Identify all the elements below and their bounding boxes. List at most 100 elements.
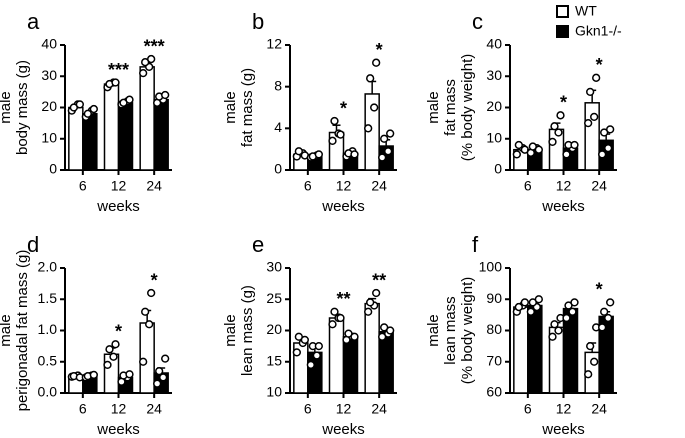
x-axis-label: weeks [541, 421, 585, 438]
x-axis-label: weeks [321, 198, 365, 215]
x-tick-label: 12 [556, 178, 572, 194]
x-tick-label: 24 [146, 401, 162, 417]
data-point [125, 370, 134, 379]
x-tick-label: 12 [336, 178, 352, 194]
data-point [548, 137, 557, 147]
data-point [526, 307, 535, 316]
x-axis-label: weeks [541, 198, 585, 215]
data-point [512, 150, 521, 159]
significance-mark: * [151, 270, 158, 290]
data-point [300, 335, 309, 345]
significance-mark: * [376, 40, 383, 60]
y-tick-label: 100 [479, 259, 503, 275]
y-axis-label: lean mass [442, 296, 459, 364]
x-tick-label: 6 [79, 178, 87, 194]
data-point [147, 54, 156, 64]
data-point [514, 302, 523, 312]
data-point [386, 129, 395, 138]
data-point [147, 288, 156, 298]
data-point [534, 145, 543, 154]
significance-mark: * [115, 322, 122, 342]
data-point [548, 332, 557, 341]
data-point [75, 100, 84, 109]
bar [68, 106, 84, 171]
y-tick-label: 1.5 [38, 290, 58, 306]
data-point [372, 58, 381, 67]
data-point [598, 150, 607, 159]
y-tick-label: 10 [41, 129, 57, 145]
y-tick-label: 30 [41, 67, 57, 83]
data-point [159, 373, 168, 382]
data-point [370, 103, 379, 112]
data-point [111, 340, 120, 349]
panel-letter: d [27, 232, 39, 257]
significance-mark: * [596, 280, 603, 300]
bar [103, 83, 120, 171]
panel-letter: a [27, 9, 40, 34]
y-tick-label: 1.0 [38, 321, 58, 337]
y-axis-label: (% body weight) [459, 54, 476, 162]
bar [584, 102, 600, 171]
y-tick-label: 20 [41, 98, 57, 114]
y-axis-label: perigonadal fat mass (g) [14, 250, 31, 412]
x-tick-label: 12 [111, 178, 127, 194]
data-point [534, 295, 543, 304]
data-point [330, 307, 339, 316]
y-tick-label: 0 [274, 161, 282, 177]
x-axis-label: weeks [321, 421, 365, 438]
x-tick-label: 12 [111, 401, 127, 417]
data-point [372, 288, 381, 298]
data-point [592, 73, 601, 82]
legend-swatch [556, 25, 569, 38]
data-point [384, 147, 393, 156]
data-point [145, 320, 154, 329]
data-point [378, 153, 387, 162]
data-point [312, 351, 321, 360]
data-point [570, 140, 579, 150]
data-point [364, 124, 373, 133]
data-point [562, 313, 571, 323]
y-tick-label: 8 [274, 77, 282, 93]
x-tick-label: 24 [591, 178, 607, 194]
data-point [590, 357, 599, 366]
bar [328, 317, 345, 394]
y-tick-label: 12 [266, 36, 282, 52]
data-point [105, 345, 114, 354]
panel-letter: e [252, 232, 264, 257]
significance-mark: * [560, 93, 567, 113]
y-tick-label: 40 [486, 36, 502, 52]
significance-mark: * [340, 98, 347, 118]
data-point [336, 313, 345, 323]
data-point [584, 370, 593, 379]
bar [513, 306, 529, 394]
data-point [570, 298, 579, 307]
x-tick-label: 6 [304, 401, 312, 417]
y-axis-label: body mass (g) [14, 60, 31, 155]
data-point [155, 366, 164, 376]
y-tick-label: 70 [486, 352, 502, 368]
data-point [554, 128, 563, 137]
x-tick-label: 24 [591, 401, 607, 417]
data-point [590, 112, 599, 122]
data-point [550, 122, 559, 131]
data-point [554, 326, 563, 335]
data-point [314, 341, 323, 351]
data-point [584, 118, 593, 128]
data-point [306, 360, 315, 370]
y-axis-label: male [0, 91, 14, 124]
x-axis-label: weeks [96, 421, 140, 438]
panel-letter: f [472, 232, 479, 257]
bar [139, 66, 155, 171]
data-point [366, 298, 375, 307]
y-tick-label: 30 [486, 67, 502, 83]
x-tick-label: 24 [371, 401, 387, 417]
legend-swatch [556, 5, 569, 18]
data-point [125, 95, 134, 104]
data-point [386, 326, 395, 335]
y-tick-label: 10 [266, 384, 282, 400]
bar [82, 113, 98, 171]
y-tick-label: 80 [486, 321, 502, 337]
data-point [139, 357, 148, 366]
significance-mark: * [596, 55, 603, 75]
y-tick-label: 20 [486, 98, 502, 114]
